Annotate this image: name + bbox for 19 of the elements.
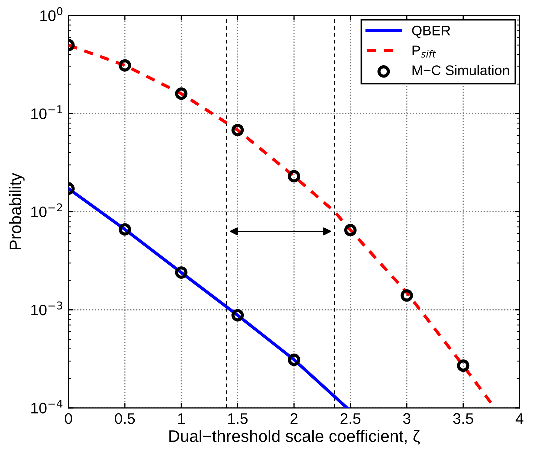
x-tick-label: 3 [403,413,411,424]
y-tick-label: 10$^{−3}$ [32,302,62,316]
y-tick-label: 10$^{0}$ [40,7,63,22]
x-tick-label: 2 [290,413,298,424]
x-tick-label: 4 [516,414,524,424]
y-axis-title: Probability [9,173,25,250]
x-tick-label: 2.5 [340,413,361,424]
x-tick-label: 0.5 [115,413,136,424]
x-tick-label: 0 [65,413,72,424]
x-tick-label: 3.5 [453,413,474,424]
x-axis-title: Dual−threshold scale coefficient, ζ [170,430,420,445]
legend-label: QBER [412,26,450,38]
y-tick-label: 10$^{−1}$ [32,106,62,120]
x-tick-label: 1 [178,414,186,424]
x-tick-label: 1.5 [228,414,248,424]
y-tick-label: 10$^{−2}$ [32,204,62,218]
legend-label: P$_{sift}$ [412,46,436,58]
y-tick-label: 10$^{−4}$ [32,400,63,414]
legend-label: M−C Simulation [412,65,510,76]
